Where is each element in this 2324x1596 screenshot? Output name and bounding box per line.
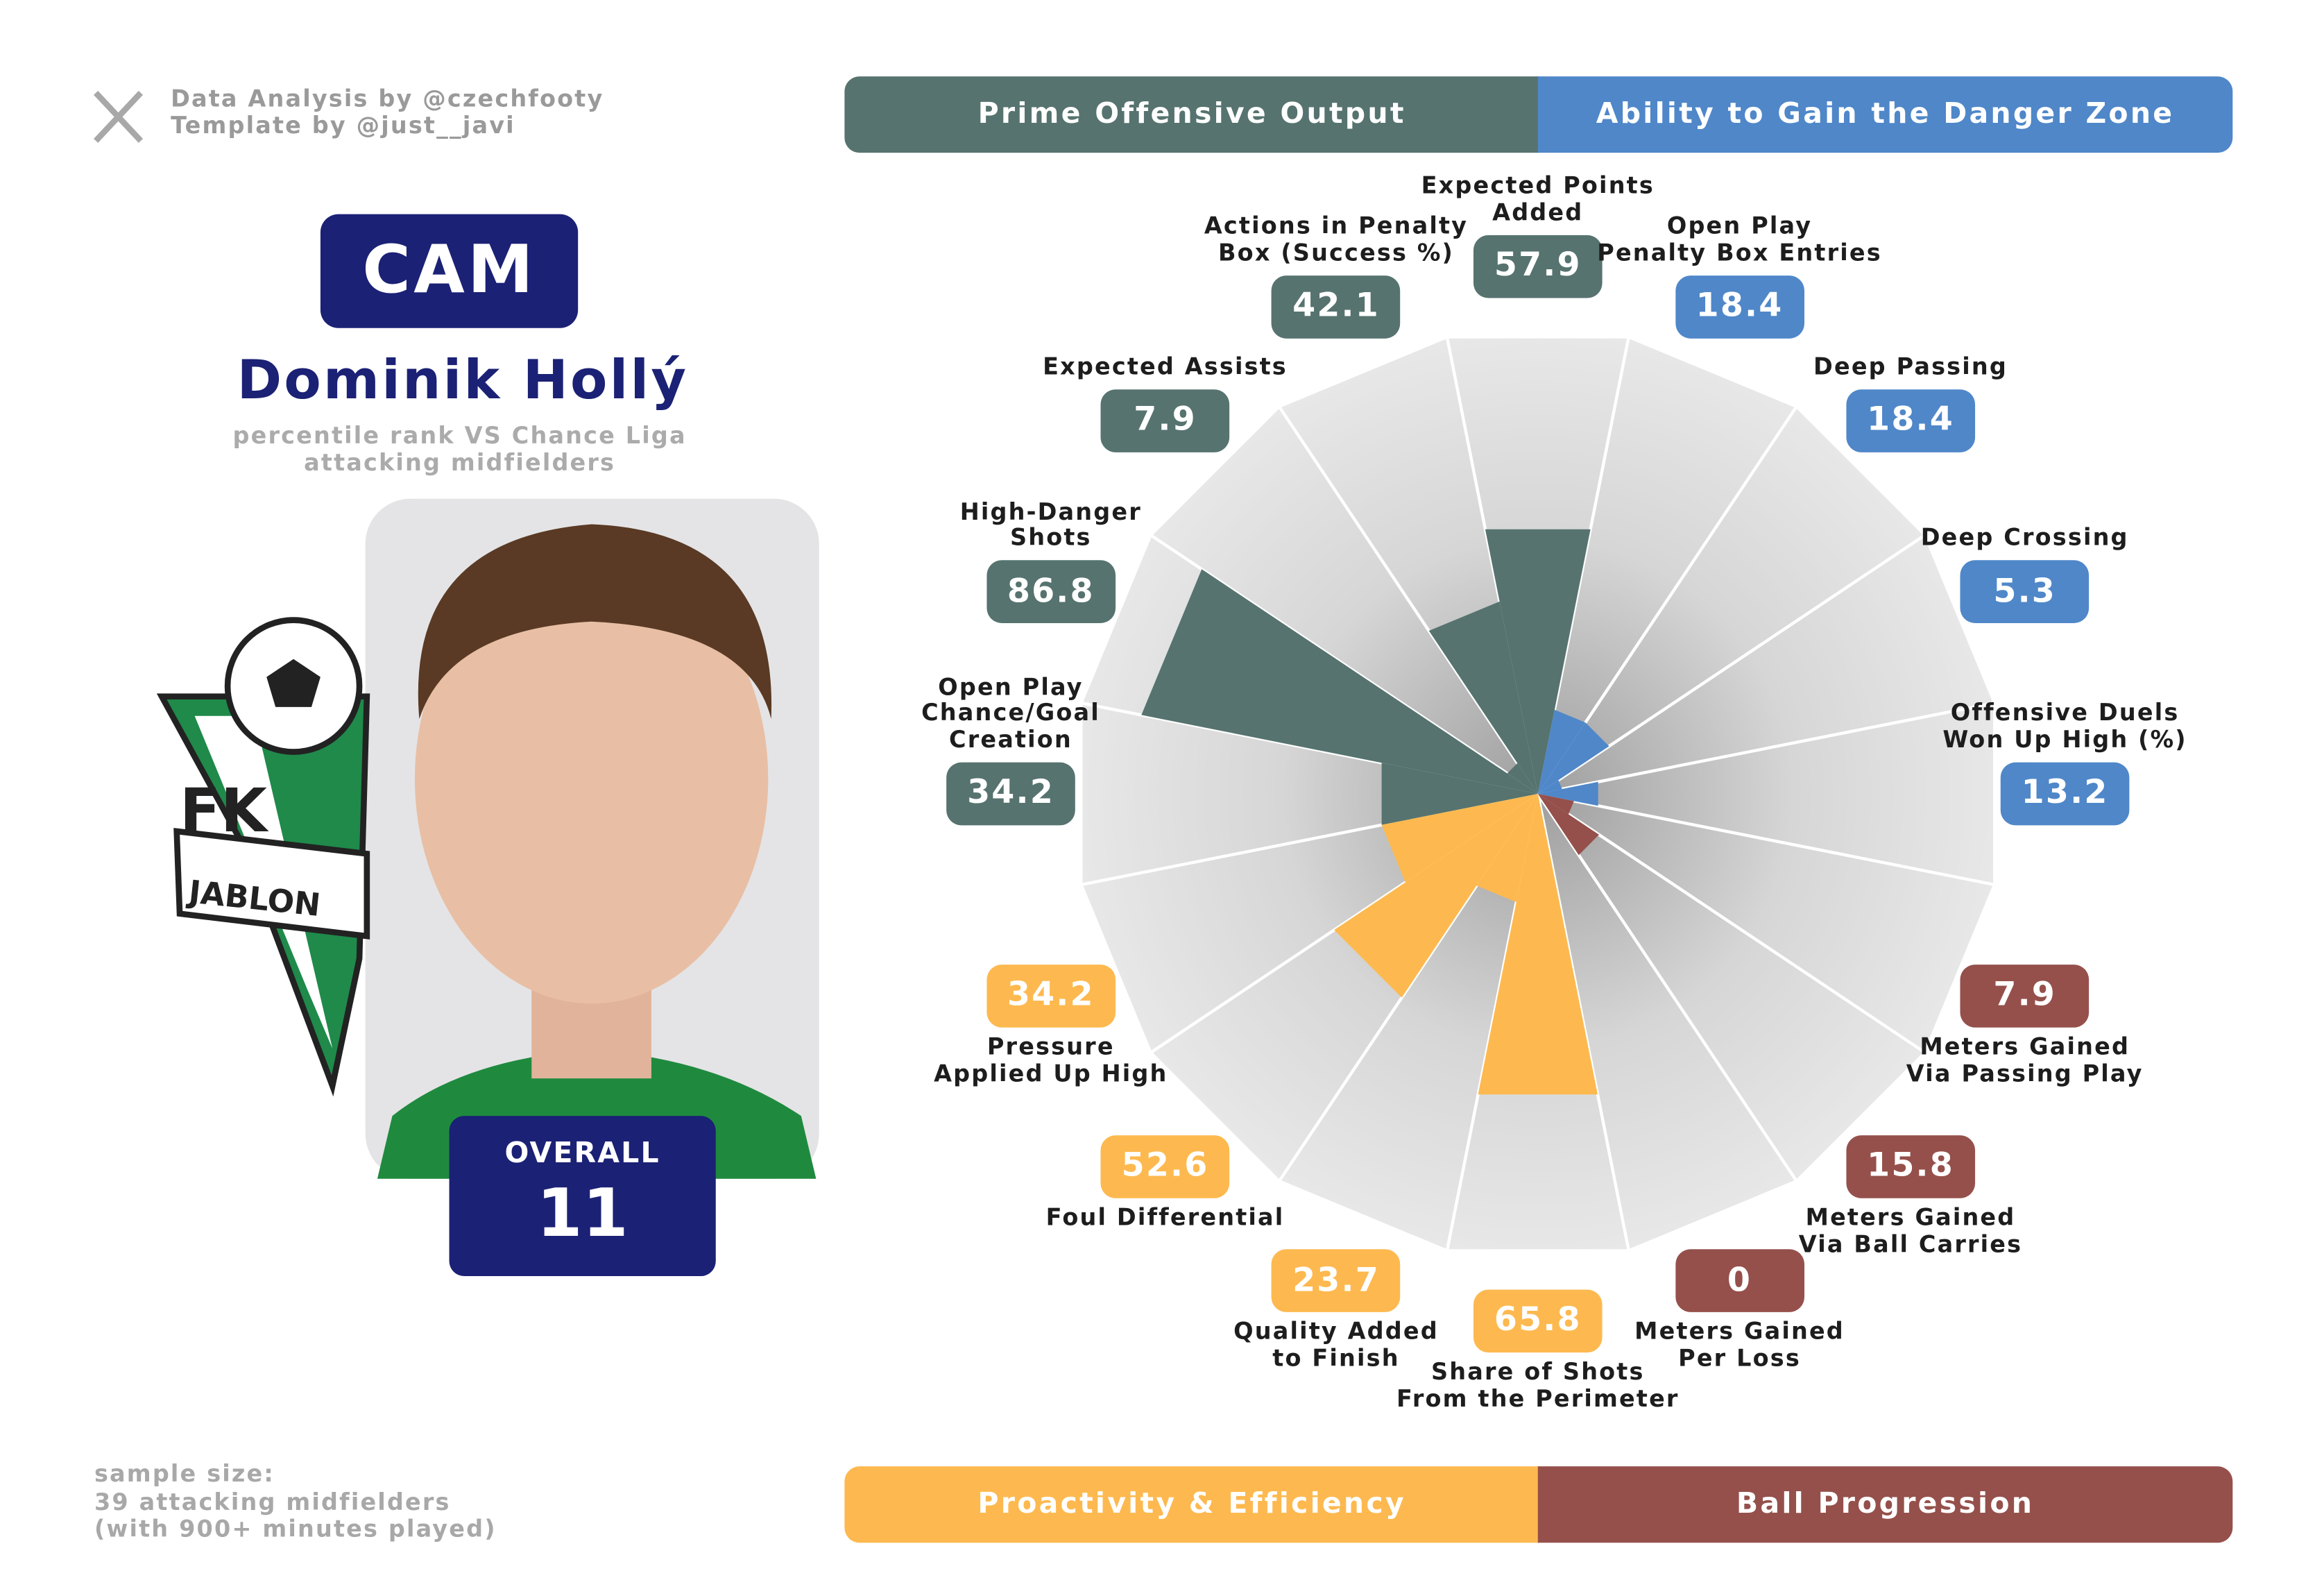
category-label: Foul Differential [1045,1204,1285,1232]
position-box [320,214,579,328]
bar [1537,780,1562,795]
value-label: 18.4 [1846,389,1975,453]
value-label: 18.4 [1675,275,1804,339]
category-label: Actions in Penalty Box (Success %) [1204,212,1469,267]
category-label: Meters Gained Via Ball Carries [1798,1204,2023,1258]
chart [1079,334,1997,1253]
bar [1507,763,1538,795]
bar [1537,709,1586,795]
overall-value: 11 [536,1175,629,1253]
bar [1381,794,1538,883]
bar [1537,722,1609,795]
category-label: Open Play Penalty Box Entries [1597,212,1882,267]
sample-note: sample size: 39 attacking midfielders (w… [94,1460,497,1543]
value-label: 86.8 [986,560,1116,624]
value-label: 52.6 [1100,1135,1230,1198]
club-logo [156,617,370,1097]
overall-label: OVERALL [504,1137,660,1170]
group-header: Ball Progression [1537,1466,2233,1543]
bar [1141,569,1538,795]
category-label: Expected Assists [1043,354,1288,381]
bar [1334,794,1538,998]
bar [1537,794,1574,815]
category-label: Expected Points Added [1421,173,1655,227]
value-label: 34.2 [986,964,1116,1028]
credit: Data Analysis by @czechfooty [171,85,604,112]
x-logo [93,90,144,143]
group-header: Prime Offensive Output [844,76,1539,153]
value-label: 0 [1675,1249,1804,1313]
category-label: Deep Crossing [1920,525,2129,552]
category-label: Open Play Chance/Goal Creation [921,673,1100,754]
value-label: 7.9 [1100,389,1230,453]
value-label: 57.9 [1473,235,1603,298]
category-label: Deep Passing [1813,354,2008,381]
value-label: 23.7 [1272,1249,1401,1313]
value-label: 42.1 [1272,275,1401,339]
value-label: 13.2 [2000,762,2130,826]
value-label: 7.9 [1960,964,2090,1028]
bar [1537,781,1598,806]
bar [1476,794,1538,903]
category-label: High-Danger Shots [959,498,1142,552]
bar [1381,763,1538,825]
category-label: Meters Gained Per Loss [1634,1318,1845,1373]
bar [1485,529,1591,795]
position: CAM [362,231,536,309]
value-label: 15.8 [1846,1135,1975,1198]
overall-box [449,1116,716,1277]
bar [1428,601,1538,795]
player-name: Dominik Hollý [237,350,689,412]
bar [1537,794,1599,856]
bar [1478,794,1598,1095]
category-label: Offensive Duels Won Up High (%) [1942,699,2187,754]
value-label: 65.8 [1473,1289,1603,1353]
category-label: Quality Added to Finish [1233,1318,1439,1373]
value-label: 5.3 [1960,560,2090,624]
category-label: Meters Gained Via Passing Play [1906,1033,2144,1087]
category-label: Pressure Applied Up High [934,1033,1168,1087]
subtitle: percentile rank VS Chance Liga attacking… [232,422,687,476]
group-header: Proactivity & Efficiency [844,1466,1539,1543]
value-label: 34.2 [946,762,1075,826]
group-header: Ability to Gain the Danger Zone [1537,76,2233,153]
credit: Template by @just__javi [171,112,515,139]
club-text: FK [180,777,267,847]
category-label: Share of Shots From the Perimeter [1396,1358,1680,1413]
